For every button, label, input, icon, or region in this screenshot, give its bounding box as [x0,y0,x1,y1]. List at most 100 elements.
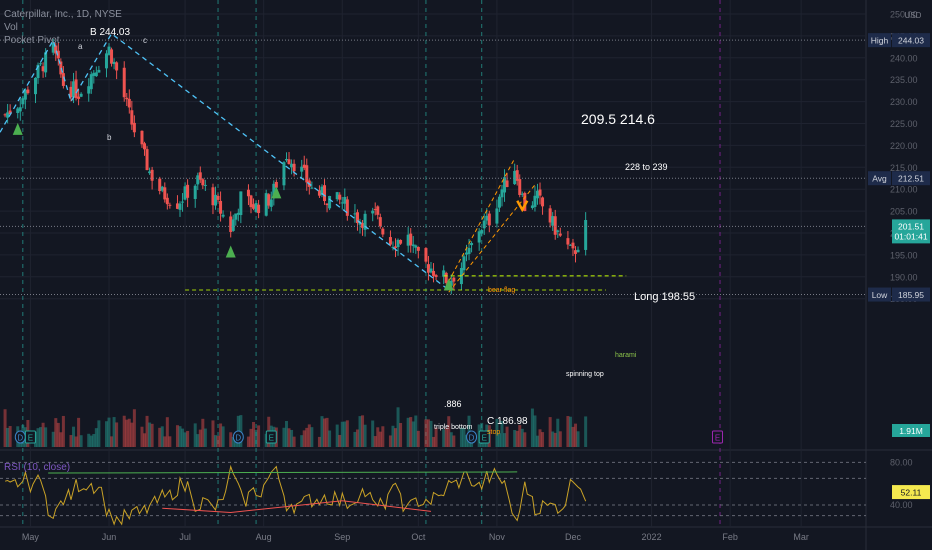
candle-body [503,177,507,193]
axis-tag-label: Low [872,290,888,300]
time-axis[interactable]: May Jun Jul Aug Sep Oct Nov Dec 2022 Feb Mar [22,532,809,542]
price-tick: 190.00 [890,272,918,282]
volume-bar [196,434,200,447]
volume-bar [41,422,45,447]
candle-body [148,171,152,174]
candle-body [140,130,144,145]
price-tick: 225.00 [890,119,918,129]
candle-body [449,280,453,286]
pivot-triangle-marker [12,122,23,135]
candle-body [576,249,580,253]
time-tick: Feb [722,532,738,542]
candle-body [175,203,179,209]
candle-body [406,234,410,246]
candle-body [77,96,81,99]
volume-bar [464,434,468,447]
volume-bar [284,420,288,447]
candle-body [551,216,555,226]
candle-body [535,190,539,199]
candle-body [59,61,63,75]
volume-bar [409,417,413,447]
candle-body [264,193,268,216]
volume-bar [305,427,309,447]
rsi-legend[interactable]: RSI (10, close) [4,462,70,473]
candle-body [216,195,220,200]
flag-upper-line [448,158,516,282]
candle-body [530,205,534,208]
volume-bar [104,421,108,447]
volume-bar [219,423,223,447]
axis-tag-label-bg [868,33,891,48]
candle-body [158,178,162,192]
indicator-legend[interactable]: Pocket Pivot [4,35,60,46]
volume-bar [132,409,136,447]
candle-body [168,204,172,206]
candle-body [391,247,395,249]
volume-bar [198,429,202,447]
volume-bar [343,421,347,447]
candle-body [272,183,276,199]
time-tick: Jun [102,532,117,542]
label-a: a [78,42,83,51]
volume-bar [523,432,527,447]
volume-bar [3,409,7,447]
price-tick: 240.00 [890,53,918,63]
axis-tag-bg [892,171,930,186]
volume-bar [434,427,438,447]
volume-bar [51,431,55,447]
event-badge-glyph: E [28,434,33,443]
candle-body [219,200,223,214]
label-long-entry: Long 198.55 [634,291,695,303]
candle-body [16,108,20,114]
event-badge-glyph: E [715,434,720,443]
volume-bar [338,434,342,447]
volume-bar [92,433,96,447]
candle-body [229,216,233,232]
volume-bar [361,415,365,447]
symbol-title[interactable]: Caterpillar, Inc., 1D, NYSE [4,9,122,20]
volume-bar [54,418,58,447]
volume-bar [231,436,235,447]
volume-bar [429,420,433,447]
volume-bar [558,431,562,447]
candle-body [94,72,98,77]
candle-body [363,213,367,230]
candle-body [556,230,560,232]
axis-tag-value: 212.51 [898,174,924,184]
volume-bar [186,430,190,447]
price-axis[interactable]: 250.00245.00240.00235.00230.00225.00220.… [868,10,930,438]
event-badge-glyph: D [235,434,241,443]
volume-bar [584,416,588,447]
candle-body [145,149,149,171]
volume-bar [414,415,418,447]
candle-body [193,185,197,199]
volume-bar [246,436,250,447]
candle-body [394,246,398,248]
volume-bar [416,430,420,447]
candle-body [89,74,93,90]
volume-bar [239,415,243,447]
last-price-tag-bg [892,219,930,244]
event-badge [265,430,277,444]
time-tick: Sep [334,532,350,542]
candle-body [79,93,83,97]
rsi-legend-text: RSI (10, close) [4,462,71,473]
candle-body [41,66,45,72]
volume-bar [163,436,167,447]
volume-legend[interactable]: Vol [4,22,18,33]
volume-bar [553,432,557,447]
volume-bar [442,429,446,447]
volume-bar [69,435,73,447]
candle-body [523,192,527,211]
volume-bar [381,426,385,447]
volume-bar [424,419,428,447]
volume-bar [56,422,60,447]
label-spinning-top: spinning top [566,371,604,378]
candle-body [51,43,55,53]
time-tick: Oct [411,532,426,542]
candle-body [426,264,430,273]
candle-body [416,246,420,251]
candle-body [553,216,557,235]
